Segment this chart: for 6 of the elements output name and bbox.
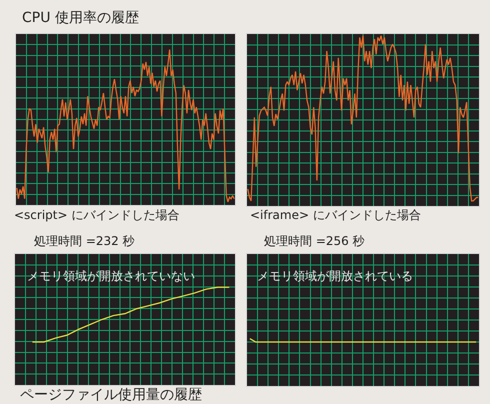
text: 処理時間 =256 秒 [264,234,365,248]
text: ページファイル使用量の履歴 [20,387,202,403]
text: 処理時間 =232 秒 [34,234,135,248]
chart-title: CPU 使用率の履歴 [22,10,139,26]
text: <script> にバインドした場合 [14,208,180,222]
text: <iframe> にバインドした場合 [250,208,421,222]
